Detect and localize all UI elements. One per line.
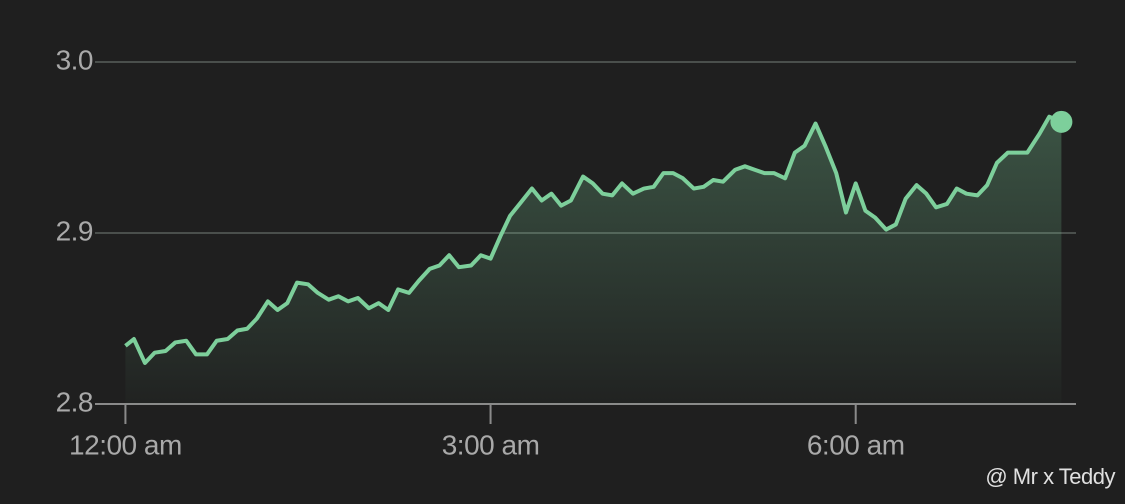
y-tick-label: 2.8 [56, 386, 93, 417]
line [124, 114, 1063, 365]
x-tick-label: 12:00 am [69, 429, 182, 460]
area [125, 116, 1062, 404]
y-tick-label: 2.9 [56, 215, 93, 246]
x-tick-label: 6:00 am [807, 429, 905, 460]
y-tick-label: 3.0 [56, 44, 93, 75]
x-tick-label: 3:00 am [442, 429, 540, 460]
last-point [1050, 110, 1073, 133]
watermark: @ Mr x Teddy [985, 464, 1115, 489]
